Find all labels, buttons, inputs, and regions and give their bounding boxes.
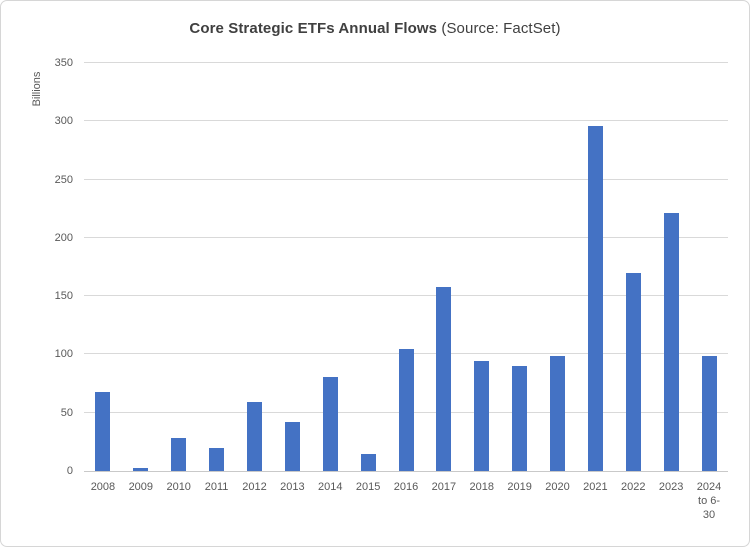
x-axis-label: 2015 <box>355 481 381 493</box>
bar-2024 <box>701 355 717 471</box>
gridline <box>84 178 728 180</box>
y-axis-tick-label: 200 <box>54 231 73 244</box>
bar-2009 <box>133 467 149 471</box>
x-axis-label: 2008 <box>90 481 116 493</box>
x-axis-label: 2022 <box>621 481 646 493</box>
y-axis-tick-label: 100 <box>54 348 73 361</box>
x-axis-label: 2023 <box>658 481 684 493</box>
bar-2015 <box>360 453 376 471</box>
bar-2023 <box>663 213 679 471</box>
plot-area <box>84 62 728 472</box>
gridline <box>84 295 728 297</box>
y-axis-tick-label: 0 <box>66 465 73 477</box>
x-axis-label: 2021 <box>583 481 608 493</box>
y-axis-title: Billions <box>31 71 43 107</box>
bar-2013 <box>284 422 300 471</box>
bar-2012 <box>246 402 262 471</box>
bar-2018 <box>474 361 490 471</box>
bar-2020 <box>550 355 566 471</box>
x-axis-label: 2009 <box>128 481 154 493</box>
x-axis-label: 2011 <box>204 481 229 493</box>
x-axis-label: 2020 <box>545 481 570 493</box>
bar-2014 <box>322 376 338 471</box>
x-axis-label: 2018 <box>469 481 494 493</box>
x-axis-label: 2019 <box>507 481 532 493</box>
gridline <box>84 62 728 63</box>
chart-title: Core Strategic ETFs Annual Flows (Source… <box>1 18 749 40</box>
x-axis-label: 2010 <box>166 481 191 493</box>
y-axis-tick-label: 250 <box>54 173 73 186</box>
bar-2008 <box>95 391 111 471</box>
x-axis-label: 2013 <box>280 481 305 493</box>
x-axis-label: 2024 to 6-30 <box>696 481 722 521</box>
y-axis-tick-label: 350 <box>54 57 73 69</box>
x-axis-label: 2016 <box>393 481 419 493</box>
y-axis-tick-label: 50 <box>60 406 73 419</box>
y-axis-tick-label: 300 <box>54 115 73 128</box>
x-axis-label: 2017 <box>431 481 457 493</box>
bar-2011 <box>209 447 225 471</box>
bar-2016 <box>398 348 414 471</box>
x-axis-label: 2012 <box>242 481 267 493</box>
x-axis-label: 2014 <box>317 481 343 493</box>
y-axis-tick-label: 150 <box>54 290 73 303</box>
bar-2022 <box>625 272 641 471</box>
chart-title-source: (Source: FactSet) <box>441 20 561 37</box>
bar-2017 <box>436 286 452 471</box>
chart-title-main: Core Strategic ETFs Annual Flows <box>189 20 438 37</box>
bar-2019 <box>512 366 528 471</box>
gridline <box>84 236 728 238</box>
bar-2010 <box>171 438 187 471</box>
bar-2021 <box>587 125 603 471</box>
gridline <box>84 120 728 122</box>
